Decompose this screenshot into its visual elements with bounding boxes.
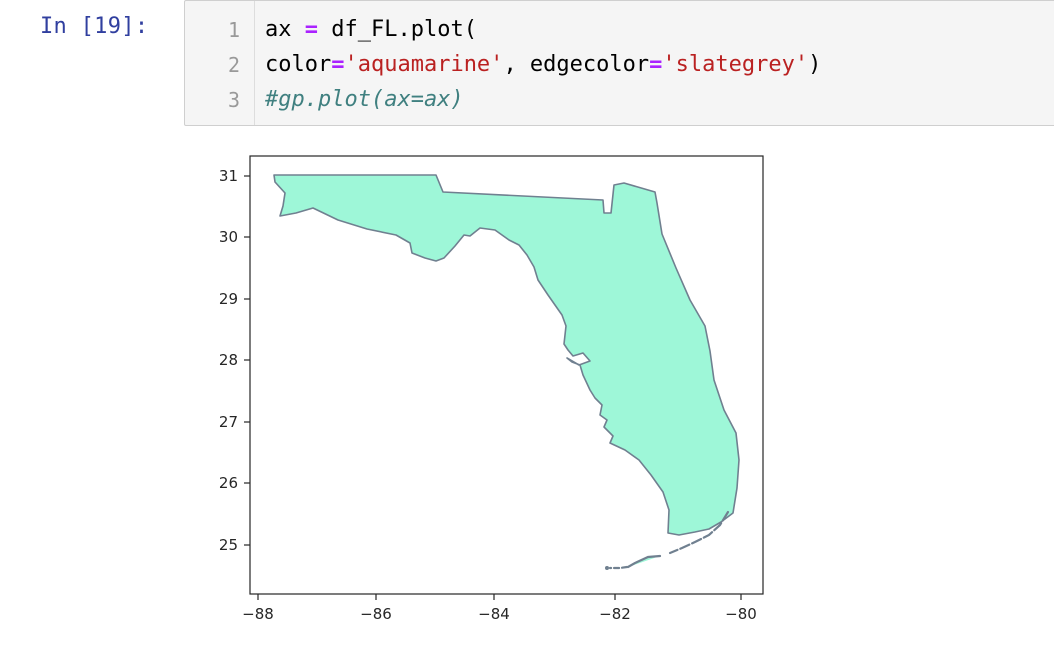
operator-token: = xyxy=(304,17,318,42)
x-tick-label: −86 xyxy=(360,605,392,623)
operator-token: = xyxy=(649,52,663,77)
x-tick-label: −88 xyxy=(242,605,274,623)
line-number: 2 xyxy=(227,53,240,77)
code-line-3[interactable]: #gp.plot(ax=ax) xyxy=(265,87,464,112)
y-tick-label: 28 xyxy=(219,351,238,369)
line-number: 1 xyxy=(227,18,240,42)
code-editor[interactable]: 1 2 3 ax = df_FL.plot( color='aquamarine… xyxy=(184,0,1054,126)
y-tick-label: 26 xyxy=(219,474,238,492)
x-tick-labels: −88 −86 −84 −82 −80 xyxy=(242,605,757,623)
y-tick-label: 25 xyxy=(219,536,238,554)
x-tick-label: −80 xyxy=(725,605,757,623)
code-token: df_FL.plot( xyxy=(318,17,477,42)
code-token: ) xyxy=(808,52,822,77)
y-tick-labels: 31 30 29 28 27 26 25 xyxy=(219,167,238,554)
map-plot-output: −88 −86 −84 −82 −80 31 30 29 28 27 26 25 xyxy=(190,140,790,644)
florida-map-svg: −88 −86 −84 −82 −80 31 30 29 28 27 26 25 xyxy=(219,155,764,623)
y-tick-label: 31 xyxy=(219,167,238,185)
code-token: , edgecolor xyxy=(503,52,650,77)
code-token: ax xyxy=(265,17,305,42)
code-line-1[interactable]: ax = df_FL.plot( xyxy=(265,17,477,42)
input-prompt: In [19]: xyxy=(40,14,149,39)
line-number: 3 xyxy=(227,88,240,112)
florida-keys-middle xyxy=(626,554,662,569)
x-tick-label: −82 xyxy=(599,605,631,623)
y-tick-label: 30 xyxy=(219,228,238,246)
florida-keys-lower xyxy=(608,565,629,570)
string-token: 'aquamarine' xyxy=(344,52,504,77)
string-token: 'slategrey' xyxy=(662,52,809,77)
florida-keys-upper xyxy=(668,510,730,555)
y-tick-label: 27 xyxy=(219,413,238,431)
y-axis xyxy=(244,175,250,546)
operator-token: = xyxy=(331,52,345,77)
x-axis xyxy=(257,594,742,600)
comment-token: #gp.plot(ax=ax) xyxy=(265,87,464,112)
y-tick-label: 29 xyxy=(219,290,238,308)
line-number-gutter: 1 2 3 xyxy=(185,1,255,125)
code-line-2[interactable]: color='aquamarine', edgecolor='slategrey… xyxy=(265,52,821,77)
key-west-island xyxy=(605,566,609,570)
code-token: color xyxy=(265,52,332,77)
florida-mainland-shape xyxy=(273,174,740,536)
x-tick-label: −84 xyxy=(478,605,510,623)
